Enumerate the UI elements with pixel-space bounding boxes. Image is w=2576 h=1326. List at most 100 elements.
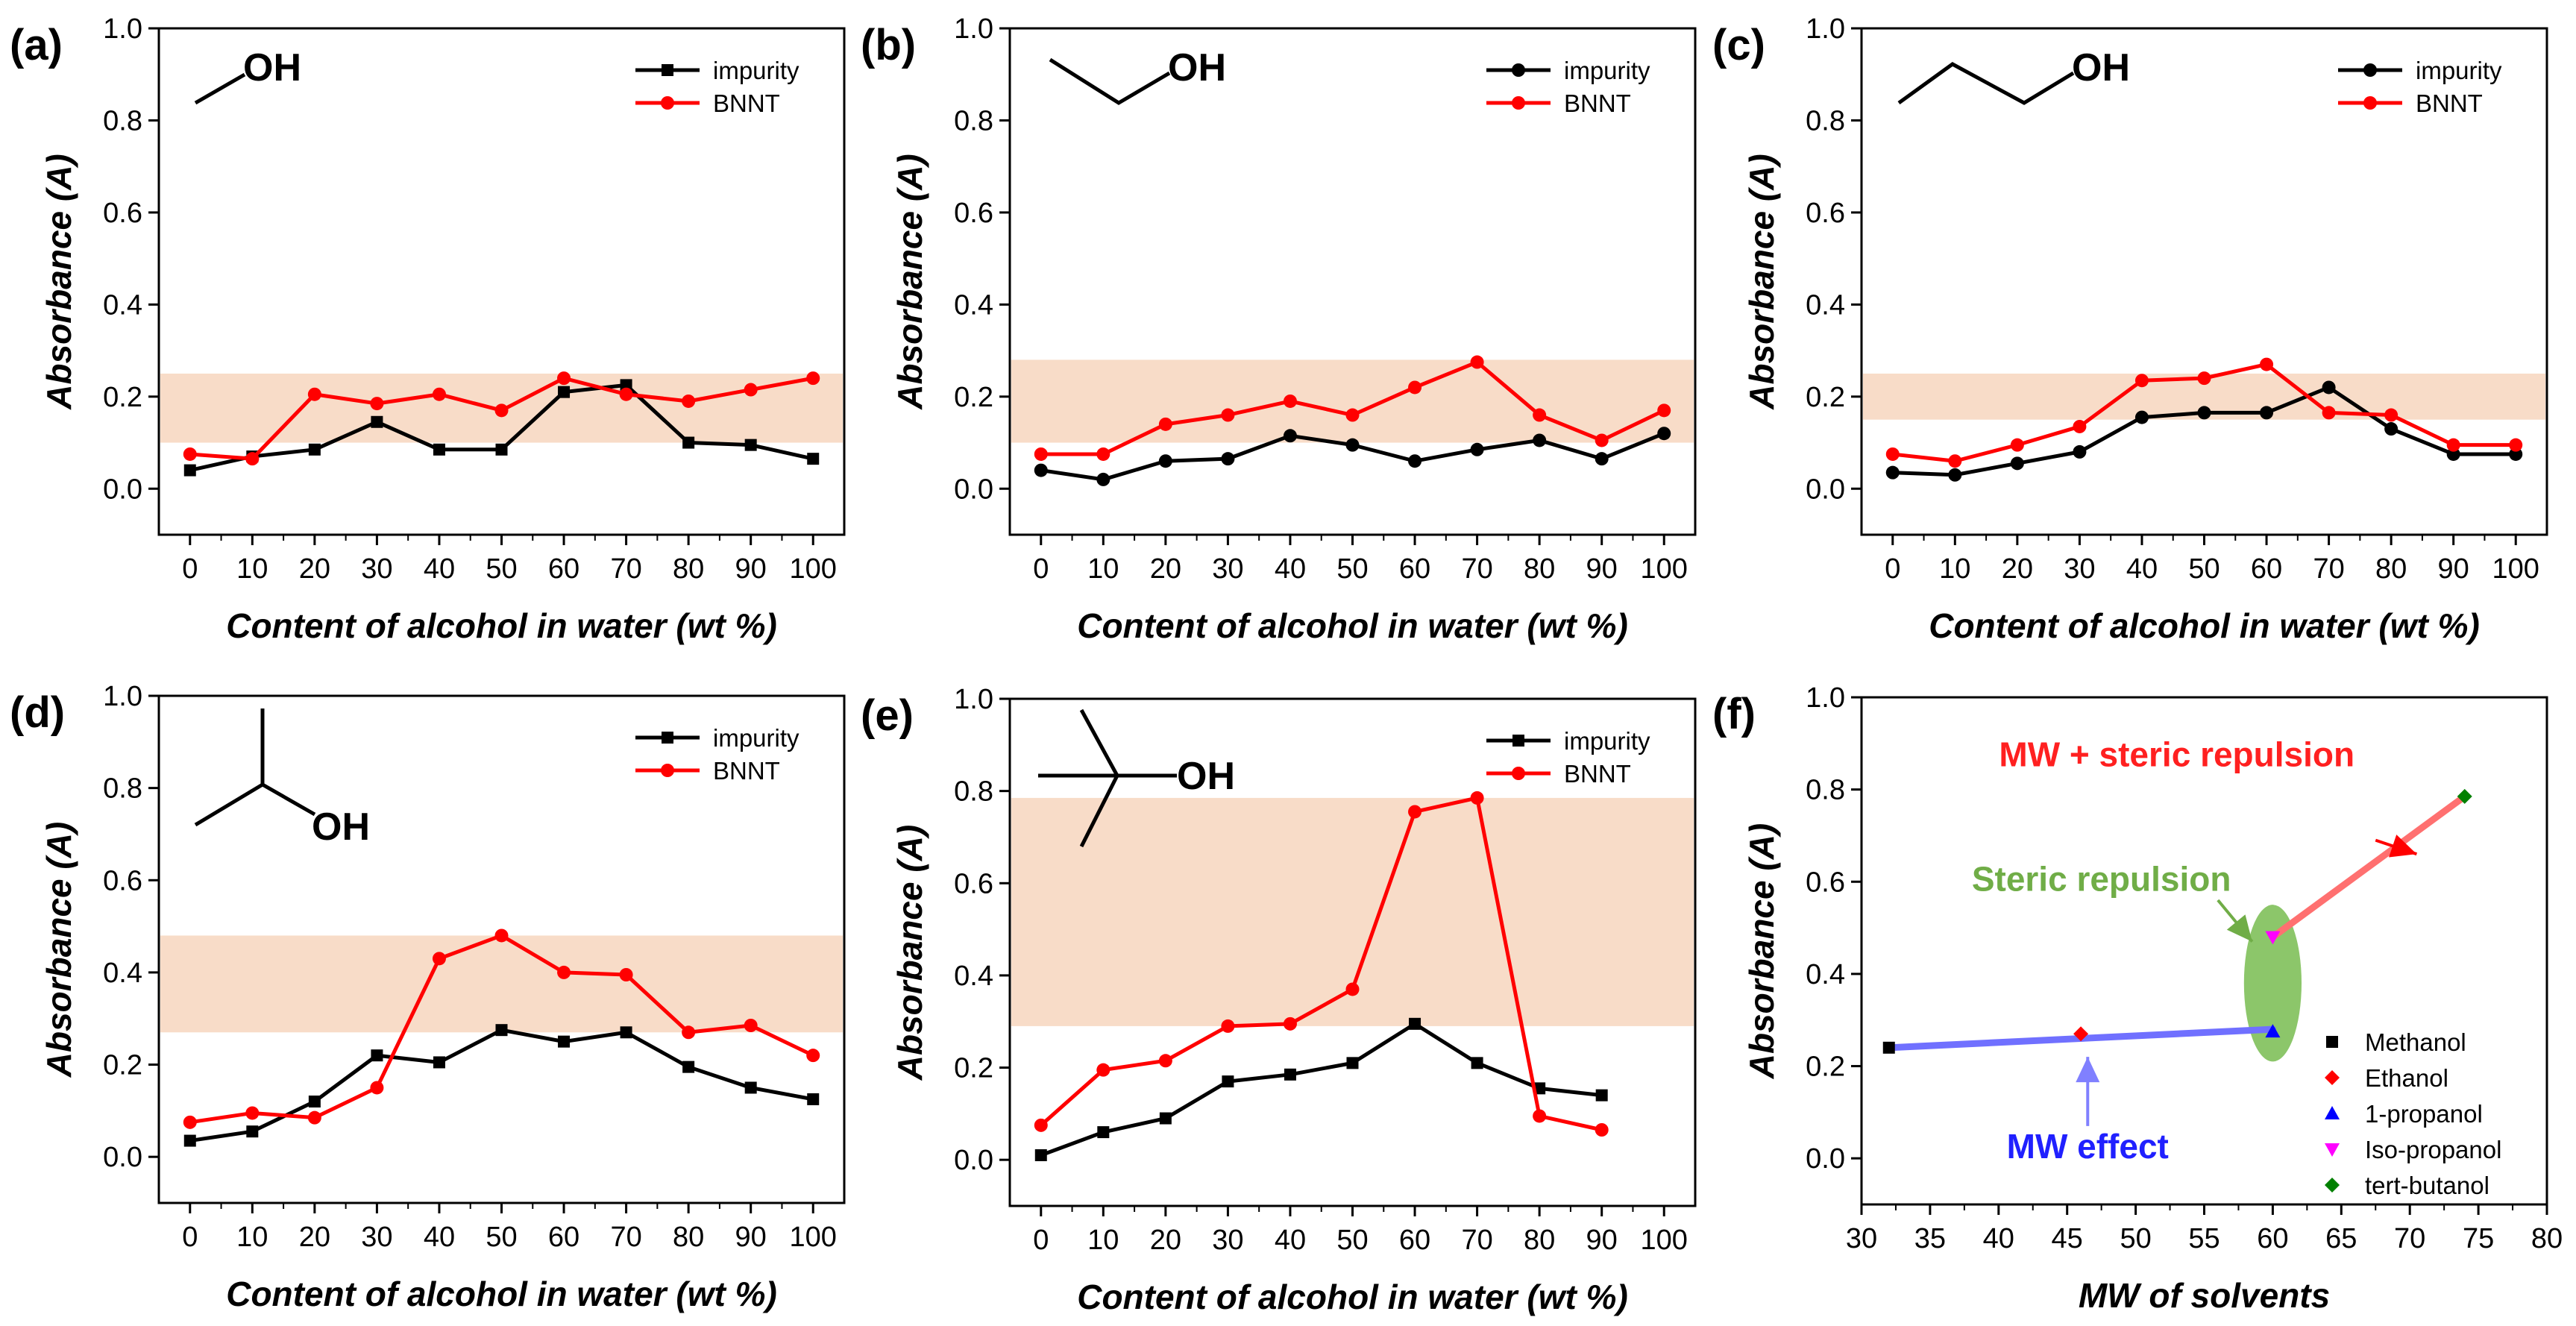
bnnt-point xyxy=(1657,403,1671,418)
legend-label-1-propanol: 1-propanol xyxy=(2365,1100,2483,1128)
x-tick-label: 70 xyxy=(1461,553,1492,585)
x-tick-label: 10 xyxy=(1939,553,1970,585)
bnnt-point xyxy=(1158,417,1172,431)
molecule-label-d: OH xyxy=(312,805,370,849)
impurity-point xyxy=(620,379,632,392)
x-tick-label: 10 xyxy=(1087,553,1119,585)
x-tick-label: 90 xyxy=(2438,553,2469,585)
x-tick-label: 60 xyxy=(1399,553,1430,585)
bnnt-point xyxy=(432,387,446,401)
y-tick-label: 0.4 xyxy=(954,289,993,321)
x-tick-label: 0 xyxy=(182,553,198,585)
impurity-point xyxy=(1222,1075,1234,1088)
bnnt-point xyxy=(619,387,633,401)
molecule-label-a: OH xyxy=(243,46,301,89)
impurity-point xyxy=(1408,454,1422,468)
bnnt-point xyxy=(806,371,820,386)
bnnt-point xyxy=(557,965,571,979)
panel-a: 0.0 0.2 0.4 0.6 0.8 1.0 0 10 20 30 40 50 60 70 80 90 100… xyxy=(10,13,846,645)
impurity-point xyxy=(1470,442,1484,456)
y-tick-label: 1.0 xyxy=(1806,13,1845,45)
legend-bnnt-marker xyxy=(1512,96,1525,110)
impurity-point xyxy=(2073,444,2087,459)
x-axis-title: Content of alcohol in water (wt %) xyxy=(1077,606,1628,645)
bnnt-point xyxy=(183,1115,197,1129)
y-tick-label: 0.6 xyxy=(1806,198,1845,229)
y-tick-label: 0.2 xyxy=(103,1050,142,1081)
legend-bnnt-marker xyxy=(1512,767,1525,780)
panel-d: 0.0 0.2 0.4 0.6 0.8 1.0 0 10 20 30 40 50 60 70 80 90 100… xyxy=(10,681,846,1313)
bnnt-point xyxy=(432,952,446,966)
legend-impurity-label: impurity xyxy=(1564,57,1650,84)
impurity-point xyxy=(620,1026,632,1039)
x-tick-label: 100 xyxy=(2492,553,2539,585)
impurity-point xyxy=(2134,410,2149,424)
bnnt-point xyxy=(2509,438,2523,452)
impurity-point xyxy=(1158,454,1172,468)
impurity-point xyxy=(744,439,757,451)
panel-e: 0.0 0.2 0.4 0.6 0.8 1.0 0 10 20 30 40 50 60 70 80 90 100… xyxy=(861,684,1697,1316)
legend-impurity-label: impurity xyxy=(2416,57,2502,84)
panel-label: (f) xyxy=(1712,690,1756,738)
isopropanol-structure xyxy=(194,708,316,827)
bnnt-point xyxy=(1158,1054,1172,1068)
impurity-point xyxy=(183,464,196,477)
legend-label-methanol: Methanol xyxy=(2365,1028,2466,1056)
impurity-point xyxy=(1409,1017,1421,1030)
y-axis-title: Absorbance (A) xyxy=(890,825,929,1081)
y-tick-label: 0.6 xyxy=(954,868,993,899)
impurity-point xyxy=(1283,429,1297,443)
panel-label: (a) xyxy=(10,21,63,69)
y-tick-label: 0.8 xyxy=(103,773,142,805)
bnnt-line xyxy=(1040,796,1603,1132)
bnnt-point xyxy=(245,452,260,466)
x-tick-label: 40 xyxy=(2126,553,2158,585)
bnnt-point xyxy=(744,1019,758,1032)
point-tert-butanol xyxy=(2457,788,2472,804)
bnnt-point xyxy=(1470,791,1484,805)
impurity-point xyxy=(2010,456,2024,471)
y-tick-label: 0.2 xyxy=(954,1053,993,1084)
y-tick-label: 0.2 xyxy=(103,382,142,413)
legend-impurity-label: impurity xyxy=(1564,727,1650,755)
y-tick-label: 0.4 xyxy=(103,289,142,321)
bnnt-point xyxy=(245,1106,260,1120)
impurity-point xyxy=(807,453,820,465)
x-tick-label: 0 xyxy=(182,1222,198,1253)
impurity-point xyxy=(682,436,695,449)
bnnt-point xyxy=(1595,1123,1609,1137)
legend-impurity-label: impurity xyxy=(713,57,799,84)
x-tick-label: 70 xyxy=(2313,553,2344,585)
impurity-point xyxy=(1034,463,1048,477)
legend-impurity-marker xyxy=(2363,63,2377,77)
y-tick-label: 0.8 xyxy=(103,105,142,136)
molecule-label-e: OH xyxy=(1177,755,1235,798)
x-tick-label: 35 xyxy=(1914,1223,1946,1254)
y-tick-label: 0.8 xyxy=(1806,105,1845,136)
mw-effect-text: MW effect xyxy=(2007,1127,2169,1166)
legend-label-ethanol: Ethanol xyxy=(2365,1064,2448,1092)
steric-ellipse xyxy=(2243,905,2302,1062)
impurity-point xyxy=(2260,406,2274,420)
x-tick-label: 20 xyxy=(299,553,330,585)
y-axis-title: Absorbance (A) xyxy=(1742,823,1781,1079)
impurity-point xyxy=(1471,1057,1483,1069)
y-tick-label: 0.0 xyxy=(954,474,993,505)
y-tick-label: 0.8 xyxy=(954,105,993,136)
x-tick-label: 90 xyxy=(735,553,767,585)
x-tick-label: 65 xyxy=(2325,1223,2357,1254)
impurity-point xyxy=(558,386,571,398)
x-tick-label: 50 xyxy=(486,1222,517,1253)
impurity-point xyxy=(1345,438,1360,452)
x-tick-label: 50 xyxy=(1336,553,1368,585)
x-tick-label: 60 xyxy=(2257,1223,2288,1254)
y-tick-label: 0.6 xyxy=(954,198,993,229)
legend-bnnt-label: BNNT xyxy=(2416,89,2483,117)
impurity-point xyxy=(1346,1057,1359,1069)
bnnt-point xyxy=(1283,394,1297,408)
impurity-point xyxy=(807,1093,820,1105)
impurity-point xyxy=(495,1024,508,1037)
impurity-point xyxy=(1096,472,1110,486)
x-tick-label: 60 xyxy=(2251,553,2282,585)
impurity-line xyxy=(189,1028,814,1143)
